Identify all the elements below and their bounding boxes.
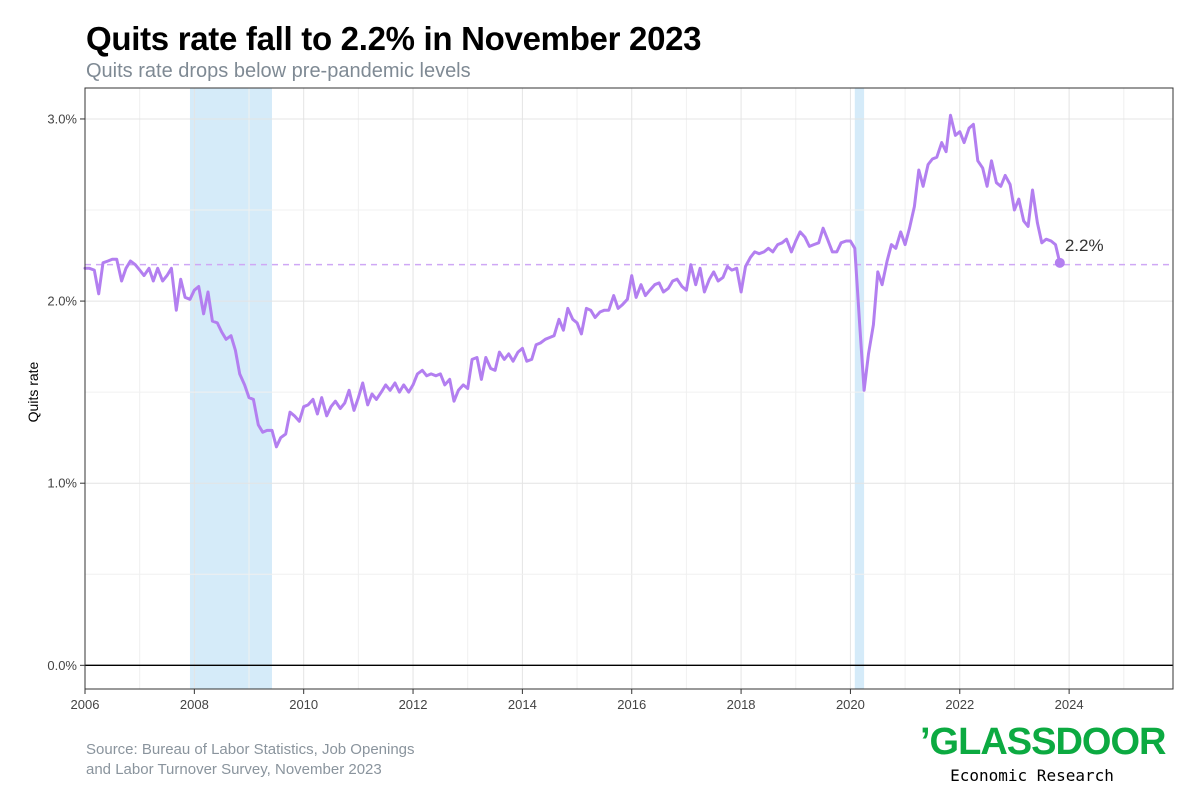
- quits-rate-chart: 2.2% 0.0% 1.0% 2.0% 3.0% 2006 2008 2010 2012 201…: [25, 87, 1174, 712]
- recession-band-2: [854, 88, 865, 689]
- y-tick-label: 3.0%: [47, 111, 77, 126]
- x-tick-label: 2006: [71, 697, 100, 712]
- glassdoor-logo: ’GLASSDOOR Economic Research: [920, 721, 1166, 785]
- logo-tagline: Economic Research: [950, 766, 1114, 785]
- source-line-1: Source: Bureau of Labor Statistics, Job …: [86, 741, 415, 758]
- series-line: [83, 113, 1062, 449]
- recession-shading: [189, 88, 865, 689]
- source-line-2: and Labor Turnover Survey, November 2023: [86, 761, 382, 778]
- x-tick-label: 2018: [727, 697, 756, 712]
- y-tick-label: 0.0%: [47, 658, 77, 673]
- x-tick-label: 2022: [945, 697, 974, 712]
- x-tick-label: 2024: [1055, 697, 1084, 712]
- chart-title: Quits rate fall to 2.2% in November 2023: [86, 20, 702, 57]
- x-tick-label: 2010: [289, 697, 318, 712]
- logo-wordmark: ’GLASSDOOR: [920, 721, 1166, 763]
- panel-border: [84, 87, 1174, 690]
- recession-band-1: [189, 88, 272, 689]
- x-tick-label: 2020: [836, 697, 865, 712]
- y-axis-label: Quits rate: [25, 361, 41, 422]
- source-note: Source: Bureau of Labor Statistics, Job …: [86, 740, 546, 780]
- end-point-label: 2.2%: [1065, 236, 1104, 255]
- x-tick-label: 2014: [508, 697, 537, 712]
- chart-subtitle: Quits rate drops below pre-pandemic leve…: [86, 60, 471, 82]
- axes: 0.0% 1.0% 2.0% 3.0% 2006 2008 2010 2012 2014 2016…: [47, 87, 1174, 712]
- series-layer: 2.2%: [83, 113, 1104, 449]
- x-tick-label: 2016: [617, 697, 646, 712]
- x-tick-label: 2008: [180, 697, 209, 712]
- end-point-marker: [1054, 257, 1065, 268]
- y-tick-label: 1.0%: [47, 476, 77, 491]
- x-tick-label: 2012: [399, 697, 428, 712]
- y-tick-label: 2.0%: [47, 294, 77, 309]
